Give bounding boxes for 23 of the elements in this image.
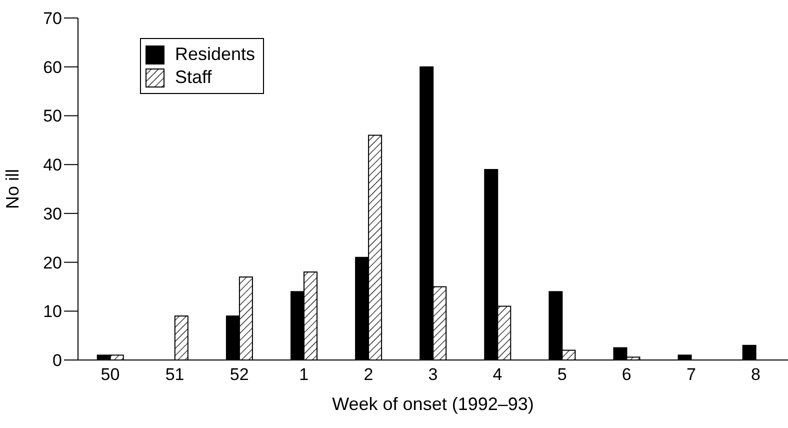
y-tick-label: 20 [43, 253, 62, 272]
x-axis-title: Week of onset (1992–93) [332, 394, 534, 414]
legend-label: Staff [175, 67, 212, 88]
y-tick-label: 10 [43, 302, 62, 322]
x-tick-label: 4 [492, 365, 502, 384]
x-tick-label: 5 [557, 365, 567, 384]
x-tick-label: 1 [299, 365, 309, 384]
y-tick-label: 60 [43, 58, 62, 77]
legend-label: Residents [175, 44, 256, 65]
x-tick-label: 6 [622, 365, 632, 384]
x-tick-label: 3 [428, 365, 438, 384]
x-tick-label: 51 [165, 365, 184, 384]
x-tick-label: 8 [750, 365, 760, 384]
x-tick-label: 7 [686, 365, 696, 384]
x-tick-label: 52 [230, 365, 249, 384]
y-tick-label: 70 [43, 9, 62, 28]
y-tick-label: 40 [43, 156, 62, 175]
x-tick-label: 2 [364, 365, 374, 384]
y-tick-label: 50 [43, 106, 62, 126]
y-axis-title: No ill [2, 168, 22, 210]
y-tick-label: 0 [52, 351, 62, 370]
y-tick-label: 30 [43, 204, 62, 224]
x-tick-label: 50 [100, 365, 120, 384]
